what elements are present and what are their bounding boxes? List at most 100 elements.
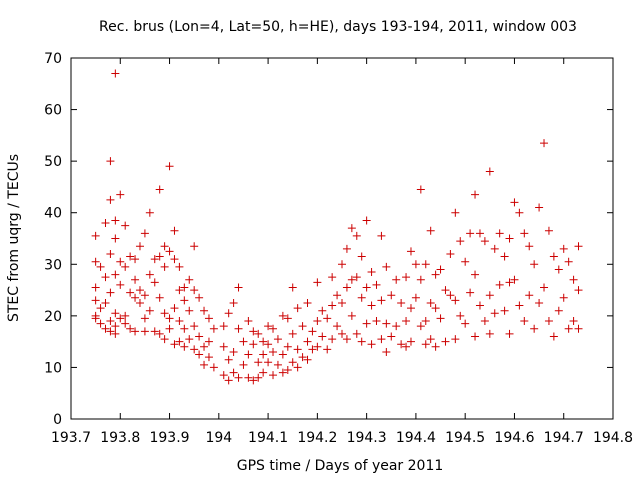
data-point	[298, 322, 307, 331]
data-point	[249, 340, 258, 349]
data-point	[441, 337, 450, 346]
data-point	[155, 293, 164, 302]
data-point	[456, 237, 465, 246]
data-point	[416, 322, 425, 331]
data-point	[362, 319, 371, 328]
data-point	[382, 319, 391, 328]
data-point	[303, 298, 312, 307]
data-point	[387, 332, 396, 341]
data-point	[229, 298, 238, 307]
data-point	[569, 275, 578, 284]
data-point	[259, 350, 268, 359]
data-point	[564, 257, 573, 266]
data-point	[574, 324, 583, 333]
data-point	[190, 322, 199, 331]
x-tick-label: 194.1	[248, 430, 288, 446]
data-point	[431, 342, 440, 351]
data-point	[549, 332, 558, 341]
data-point	[328, 273, 337, 282]
data-point	[229, 368, 238, 377]
data-point	[131, 327, 140, 336]
data-point	[254, 329, 263, 338]
data-point	[362, 216, 371, 225]
plot-frame	[70, 57, 614, 420]
data-point	[259, 368, 268, 377]
data-point	[131, 255, 140, 264]
data-point	[204, 337, 213, 346]
data-point	[91, 257, 100, 266]
data-point	[505, 278, 514, 287]
data-point	[342, 335, 351, 344]
data-point	[480, 317, 489, 326]
data-point	[338, 329, 346, 338]
data-point	[387, 291, 396, 300]
data-point	[416, 275, 425, 284]
data-point	[544, 317, 553, 326]
data-point	[126, 288, 135, 297]
data-point	[293, 345, 302, 354]
x-tick-label: 194.7	[544, 430, 584, 446]
data-point	[165, 162, 174, 171]
data-point	[392, 322, 401, 331]
data-point	[288, 329, 297, 338]
data-point	[342, 283, 351, 292]
data-point	[140, 291, 149, 300]
data-point	[91, 231, 100, 240]
data-point	[150, 255, 159, 264]
x-tick-label: 194	[205, 430, 232, 446]
data-point	[111, 270, 120, 279]
data-point	[165, 314, 174, 323]
data-point	[111, 329, 120, 338]
data-point	[323, 314, 332, 323]
data-point	[515, 301, 524, 310]
data-point	[525, 291, 534, 300]
data-point	[155, 185, 164, 194]
data-point	[382, 347, 391, 356]
data-point	[239, 337, 248, 346]
data-point	[126, 252, 135, 261]
data-point	[185, 335, 194, 344]
y-tick-label: 40	[44, 206, 62, 222]
data-point	[554, 306, 563, 315]
data-point	[111, 69, 120, 78]
data-point	[421, 340, 430, 349]
data-point	[269, 371, 278, 380]
data-point	[175, 317, 184, 326]
data-point	[96, 319, 105, 328]
data-point	[278, 311, 287, 320]
data-point	[131, 275, 140, 284]
data-point	[264, 322, 273, 331]
data-point	[480, 237, 489, 246]
data-point	[190, 242, 199, 251]
data-point	[416, 185, 425, 194]
data-point	[185, 275, 194, 284]
data-point	[402, 342, 411, 351]
data-point	[293, 363, 302, 372]
data-point	[426, 226, 435, 235]
data-point	[303, 337, 312, 346]
data-point	[362, 283, 371, 292]
data-point	[249, 376, 258, 385]
x-tick-label: 193.7	[51, 430, 91, 446]
data-point	[101, 298, 110, 307]
data-point	[357, 337, 366, 346]
data-point	[495, 229, 504, 238]
data-point	[505, 234, 514, 243]
data-point	[180, 324, 189, 333]
y-tick-label: 20	[44, 309, 62, 325]
data-point	[135, 286, 144, 295]
data-point	[406, 247, 415, 256]
data-point	[219, 342, 228, 351]
data-point	[436, 265, 445, 274]
y-tick-label: 0	[53, 412, 62, 428]
data-point	[288, 283, 297, 292]
data-point	[342, 244, 351, 253]
data-point	[574, 286, 583, 295]
data-point	[278, 368, 287, 377]
data-point	[367, 301, 376, 310]
data-point	[288, 358, 297, 367]
data-point	[406, 304, 415, 313]
data-point	[264, 340, 273, 349]
